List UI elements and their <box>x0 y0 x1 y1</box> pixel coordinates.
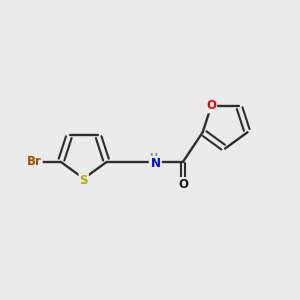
Text: H: H <box>149 153 158 163</box>
Text: S: S <box>80 173 88 187</box>
Text: N: N <box>151 157 161 170</box>
Text: O: O <box>206 99 216 112</box>
Text: Br: Br <box>27 155 42 168</box>
Text: O: O <box>178 178 188 191</box>
